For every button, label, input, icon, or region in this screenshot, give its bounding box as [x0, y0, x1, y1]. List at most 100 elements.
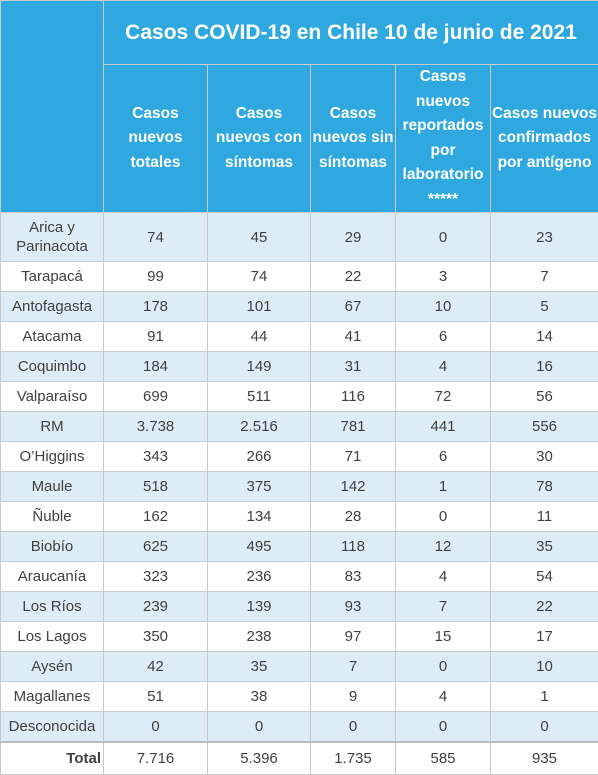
total-value-cell: 7.716: [104, 742, 208, 775]
value-cell: 54: [491, 562, 598, 592]
value-cell: 22: [491, 592, 598, 622]
value-cell: 10: [491, 652, 598, 682]
value-cell: 518: [104, 472, 208, 502]
region-cell: Ñuble: [1, 502, 104, 532]
value-cell: 142: [311, 472, 396, 502]
value-cell: 238: [208, 622, 311, 652]
value-cell: 31: [311, 352, 396, 382]
value-cell: 375: [208, 472, 311, 502]
value-cell: 99: [104, 262, 208, 292]
value-cell: 35: [208, 652, 311, 682]
value-cell: 11: [491, 502, 598, 532]
region-cell: Maule: [1, 472, 104, 502]
total-label: Total: [1, 742, 104, 775]
value-cell: 23: [491, 213, 598, 262]
value-cell: 83: [311, 562, 396, 592]
value-cell: 323: [104, 562, 208, 592]
value-cell: 3: [396, 262, 491, 292]
value-cell: 343: [104, 442, 208, 472]
value-cell: 41: [311, 322, 396, 352]
value-cell: 9: [311, 682, 396, 712]
region-cell: O’Higgins: [1, 442, 104, 472]
value-cell: 3.738: [104, 412, 208, 442]
title-row: Casos COVID-19 en Chile 10 de junio de 2…: [1, 1, 598, 65]
value-cell: 0: [491, 712, 598, 743]
value-cell: 0: [396, 712, 491, 743]
region-cell: Los Lagos: [1, 622, 104, 652]
value-cell: 72: [396, 382, 491, 412]
value-cell: 7: [396, 592, 491, 622]
header-casos-nuevos-totales: Casos nuevos totales: [104, 65, 208, 213]
total-value-cell: 1.735: [311, 742, 396, 775]
total-value-cell: 935: [491, 742, 598, 775]
value-cell: 116: [311, 382, 396, 412]
value-cell: 45: [208, 213, 311, 262]
value-cell: 35: [491, 532, 598, 562]
value-cell: 162: [104, 502, 208, 532]
value-cell: 0: [208, 712, 311, 743]
value-cell: 625: [104, 532, 208, 562]
value-cell: 6: [396, 322, 491, 352]
value-cell: 0: [311, 712, 396, 743]
value-cell: 1: [491, 682, 598, 712]
region-cell: Aysén: [1, 652, 104, 682]
value-cell: 236: [208, 562, 311, 592]
region-cell: Desconocida: [1, 712, 104, 743]
value-cell: 511: [208, 382, 311, 412]
header-casos-sin-sintomas: Casos nuevos sin síntomas: [311, 65, 396, 213]
value-cell: 74: [208, 262, 311, 292]
value-cell: 781: [311, 412, 396, 442]
value-cell: 17: [491, 622, 598, 652]
value-cell: 22: [311, 262, 396, 292]
value-cell: 4: [396, 562, 491, 592]
header-casos-por-antigeno: Casos nuevos confirmados por antígeno: [491, 65, 598, 213]
value-cell: 139: [208, 592, 311, 622]
value-cell: 350: [104, 622, 208, 652]
region-cell: Tarapacá: [1, 262, 104, 292]
region-cell: Valparaíso: [1, 382, 104, 412]
value-cell: 15: [396, 622, 491, 652]
total-value-cell: 5.396: [208, 742, 311, 775]
value-cell: 178: [104, 292, 208, 322]
value-cell: 0: [396, 502, 491, 532]
value-cell: 149: [208, 352, 311, 382]
value-cell: 10: [396, 292, 491, 322]
region-cell: Magallanes: [1, 682, 104, 712]
region-cell: Los Ríos: [1, 592, 104, 622]
value-cell: 184: [104, 352, 208, 382]
value-cell: 71: [311, 442, 396, 472]
region-cell: Coquimbo: [1, 352, 104, 382]
value-cell: 6: [396, 442, 491, 472]
value-cell: 0: [396, 652, 491, 682]
value-cell: 101: [208, 292, 311, 322]
value-cell: 239: [104, 592, 208, 622]
value-cell: 78: [491, 472, 598, 502]
region-cell: RM: [1, 412, 104, 442]
value-cell: 16: [491, 352, 598, 382]
value-cell: 495: [208, 532, 311, 562]
value-cell: 12: [396, 532, 491, 562]
value-cell: 441: [396, 412, 491, 442]
value-cell: 556: [491, 412, 598, 442]
value-cell: 7: [491, 262, 598, 292]
value-cell: 0: [104, 712, 208, 743]
value-cell: 28: [311, 502, 396, 532]
